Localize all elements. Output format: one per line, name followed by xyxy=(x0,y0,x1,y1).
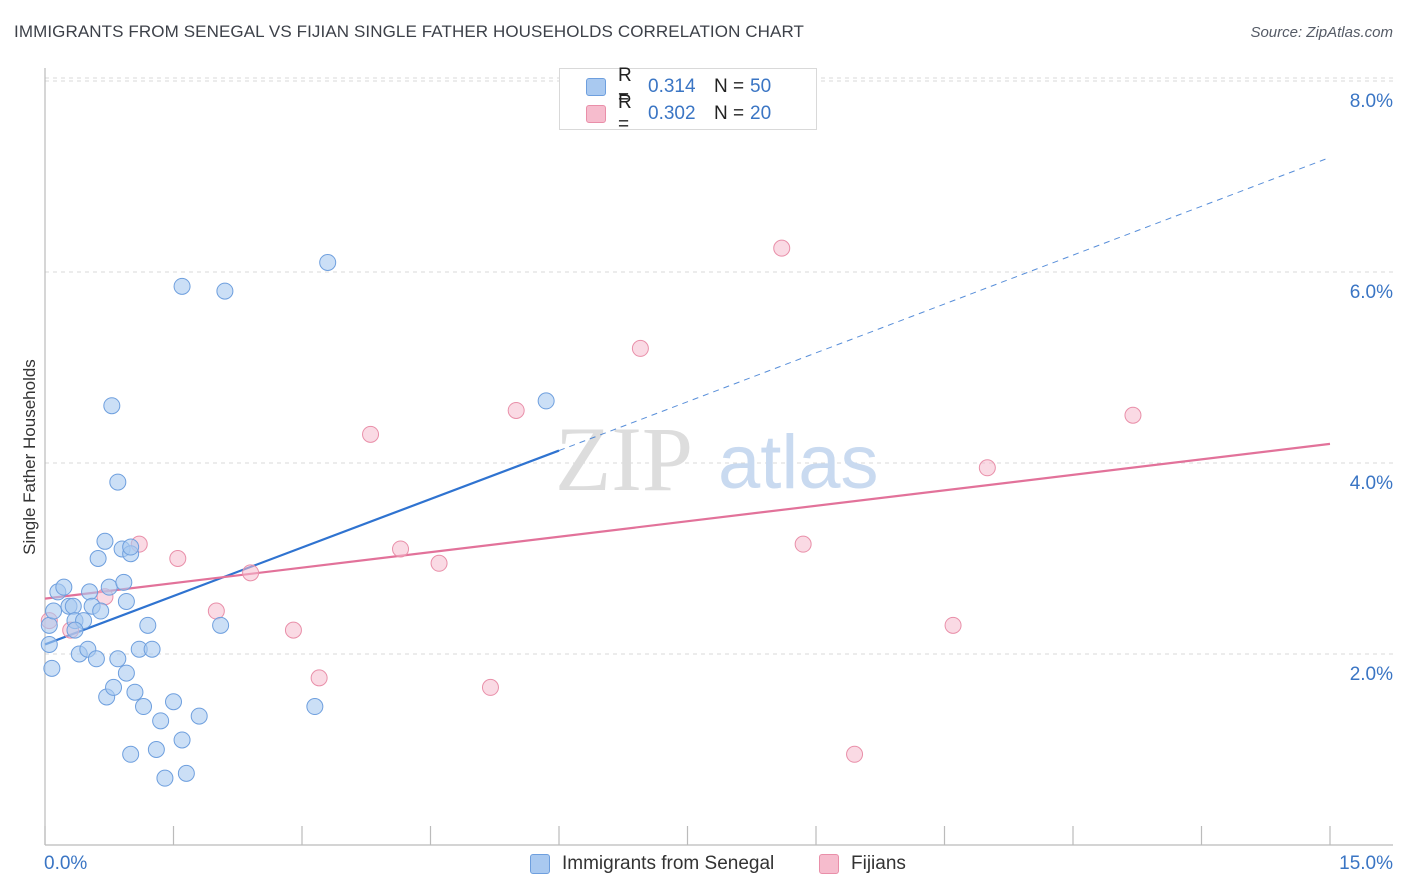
senegal-point xyxy=(117,592,135,610)
fijian-point xyxy=(944,616,962,634)
senegal-point xyxy=(319,253,337,271)
fijian-trend-line xyxy=(44,442,1331,600)
y-tick-label: 2.0% xyxy=(1350,664,1393,685)
senegal-trend-extension xyxy=(558,156,1331,452)
senegal-point xyxy=(216,282,234,300)
legend-row-fijians: R = 0.302 N = 20 xyxy=(586,92,772,135)
r-value: 0.314 xyxy=(648,76,696,97)
fijian-point xyxy=(978,459,996,477)
fijian-point xyxy=(507,401,525,419)
correlation-legend: R = 0.314 N = 50 R = 0.302 N = 20 xyxy=(559,65,817,135)
chart-title: IMMIGRANTS FROM SENEGAL VS FIJIAN SINGLE… xyxy=(14,22,805,41)
fijian-point xyxy=(242,564,260,582)
senegal-point xyxy=(40,616,58,634)
senegal-point xyxy=(212,616,230,634)
y-axis-label: Single Father Households xyxy=(20,359,39,555)
senegal-point xyxy=(96,532,114,550)
n-value: 50 xyxy=(750,76,772,97)
fijian-point xyxy=(310,669,328,687)
watermark-zip: ZIP xyxy=(555,408,693,510)
senegal-point xyxy=(190,707,208,725)
legend-item-fijians[interactable]: Fijians xyxy=(819,852,906,876)
watermark: ZIP atlas xyxy=(555,408,879,510)
y-tick-label: 6.0% xyxy=(1350,282,1393,303)
source-label: Source: ZipAtlas.com xyxy=(1250,24,1393,41)
senegal-point xyxy=(122,538,140,556)
legend-label-senegal: Immigrants from Senegal xyxy=(562,853,775,874)
senegal-point xyxy=(45,602,63,620)
senegal-point xyxy=(173,277,191,295)
fijian-point xyxy=(430,554,448,572)
fijian-point xyxy=(631,339,649,357)
fijian-point xyxy=(481,678,499,696)
r-label: R = xyxy=(618,92,632,135)
senegal-point xyxy=(40,635,58,653)
n-label: N = xyxy=(714,76,745,97)
senegal-point xyxy=(92,602,110,620)
senegal-point xyxy=(156,769,174,787)
y-tick-label: 8.0% xyxy=(1350,91,1393,112)
senegal-point xyxy=(306,698,324,716)
trend-lines xyxy=(44,156,1331,646)
x-tick-label-max: 15.0% xyxy=(1339,853,1393,874)
fijian-point xyxy=(392,540,410,558)
senegal-point xyxy=(143,640,161,658)
r-value: 0.302 xyxy=(648,103,696,124)
senegal-point xyxy=(87,650,105,668)
senegal-point xyxy=(115,573,133,591)
senegal-point xyxy=(81,583,99,601)
fijian-point xyxy=(169,550,187,567)
fijian-point xyxy=(362,425,380,443)
senegal-point xyxy=(66,621,84,639)
legend-row-senegal: R = 0.314 N = 50 xyxy=(586,65,772,108)
x-tick-label-min: 0.0% xyxy=(44,853,87,874)
data-points xyxy=(40,239,1142,787)
legend-label-fijians: Fijians xyxy=(851,853,906,874)
watermark-atlas: atlas xyxy=(718,420,879,505)
senegal-trend-line xyxy=(44,449,560,646)
n-value: 20 xyxy=(750,103,772,124)
senegal-point xyxy=(173,731,191,749)
n-label: N = xyxy=(714,103,745,124)
senegal-point xyxy=(105,678,123,696)
senegal-point xyxy=(55,578,73,596)
senegal-point xyxy=(43,659,61,677)
senegal-point xyxy=(139,616,157,634)
senegal-point xyxy=(177,764,195,782)
legend-item-senegal[interactable]: Immigrants from Senegal xyxy=(530,852,774,876)
senegal-point xyxy=(100,578,118,596)
fijian-point xyxy=(794,535,812,553)
fijian-legend-swatch xyxy=(819,854,839,874)
senegal-point xyxy=(537,392,555,410)
senegal-point xyxy=(152,712,170,730)
senegal-point xyxy=(135,698,153,716)
senegal-point xyxy=(64,597,82,615)
fijian-swatch xyxy=(586,105,606,123)
senegal-point xyxy=(103,397,121,415)
fijian-point xyxy=(846,745,864,763)
senegal-point xyxy=(89,550,107,567)
fijian-point xyxy=(1124,406,1142,424)
fijian-point xyxy=(284,621,302,639)
senegal-point xyxy=(109,473,127,491)
senegal-point xyxy=(147,741,165,758)
senegal-legend-swatch xyxy=(530,854,550,874)
senegal-point xyxy=(109,650,127,668)
senegal-point xyxy=(117,664,135,682)
senegal-point xyxy=(126,683,144,701)
fijian-point xyxy=(773,239,791,257)
senegal-point xyxy=(122,745,140,763)
y-tick-label: 4.0% xyxy=(1350,473,1393,494)
senegal-point xyxy=(165,693,182,711)
axes xyxy=(44,68,1393,846)
senegal-swatch xyxy=(586,78,606,96)
r-label: R = xyxy=(618,65,632,108)
fijian-point xyxy=(207,602,225,620)
tick-labels: 2.0% 4.0% 6.0% 8.0% 0.0% 15.0% xyxy=(44,91,1393,874)
